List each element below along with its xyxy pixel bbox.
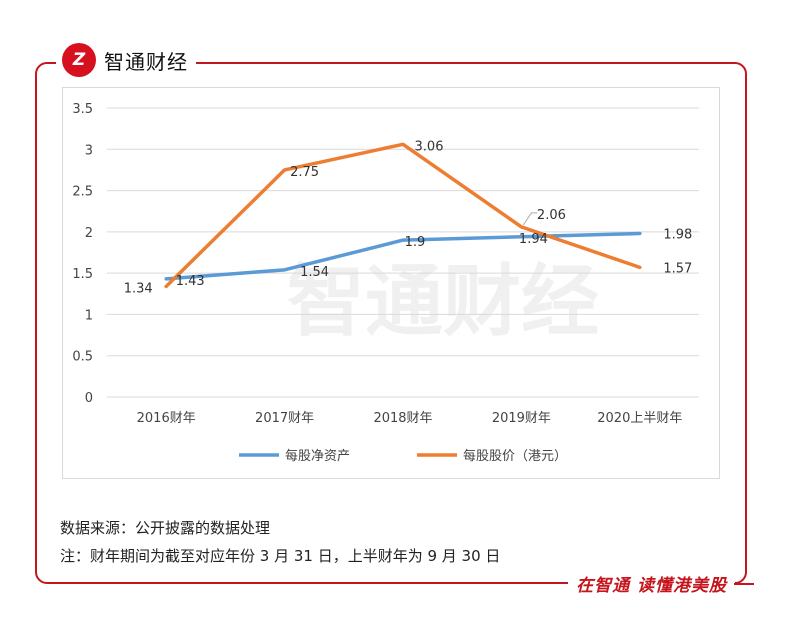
x-tick-label: 2020上半财年: [597, 411, 682, 426]
data-labels: 1.43 1.54 1.9 1.94 1.98 1.34 2.75 3.06 2.06 1.57: [124, 139, 693, 296]
line-chart: 智通财经 0 0.5 1 1.5 2 2.5 3 3.5 2016财年 2017财年 2018财年…: [72, 102, 699, 464]
fiscal-year-note: 注：财年期间为截至对应年份 3 月 31 日，上半财年为 9 月 30 日: [60, 547, 501, 565]
y-tick-label: 2.5: [72, 185, 93, 200]
data-label: 1.94: [519, 232, 548, 247]
x-tick-label: 2018财年: [373, 411, 432, 426]
legend-label: 每股股价（港元）: [463, 448, 567, 464]
brand-name: 智通财经: [104, 49, 188, 74]
data-source-note: 数据来源：公开披露的数据处理: [60, 519, 271, 537]
x-axis: 2016财年 2017财年 2018财年 2019财年 2020上半财年: [137, 411, 683, 426]
data-label: 1.34: [124, 281, 153, 296]
data-label: 1.98: [663, 228, 692, 243]
y-tick-label: 0.5: [72, 350, 93, 365]
logo-icon: Z: [62, 43, 96, 77]
legend-label: 每股净资产: [285, 448, 350, 464]
slogan: 在智通 读懂港美股: [568, 571, 735, 596]
y-tick-label: 1: [85, 308, 93, 323]
legend: 每股净资产 每股股价（港元）: [239, 448, 567, 464]
content-frame: [35, 62, 747, 584]
chart-container: 智通财经 0 0.5 1 1.5 2 2.5 3 3.5 2016财年 2017财年 2018财年…: [62, 87, 720, 479]
y-axis: 0 0.5 1 1.5 2 2.5 3 3.5: [72, 102, 93, 406]
y-tick-label: 3.5: [72, 102, 93, 117]
logo-letter: Z: [72, 50, 86, 70]
data-label: 1.9: [405, 235, 426, 250]
x-tick-label: 2019财年: [492, 411, 551, 426]
y-tick-label: 0: [85, 391, 93, 406]
label-leader-line: [522, 212, 538, 226]
data-label: 1.54: [300, 265, 329, 280]
slogan-dash: [734, 583, 754, 585]
series-lines: [164, 142, 642, 289]
data-label: 2.75: [290, 165, 319, 180]
y-tick-label: 1.5: [72, 267, 93, 282]
watermark: 智通财经: [287, 257, 599, 347]
grid-lines: [107, 107, 699, 398]
data-label: 3.06: [415, 139, 444, 154]
x-tick-label: 2017财年: [255, 411, 314, 426]
brand-header: Z 智通财经: [56, 40, 196, 80]
data-label: 2.06: [537, 208, 566, 223]
x-tick-label: 2016财年: [137, 411, 196, 426]
y-tick-label: 2: [85, 226, 93, 241]
data-label: 1.43: [176, 274, 205, 289]
data-label: 1.57: [663, 261, 692, 276]
y-tick-label: 3: [85, 143, 93, 158]
